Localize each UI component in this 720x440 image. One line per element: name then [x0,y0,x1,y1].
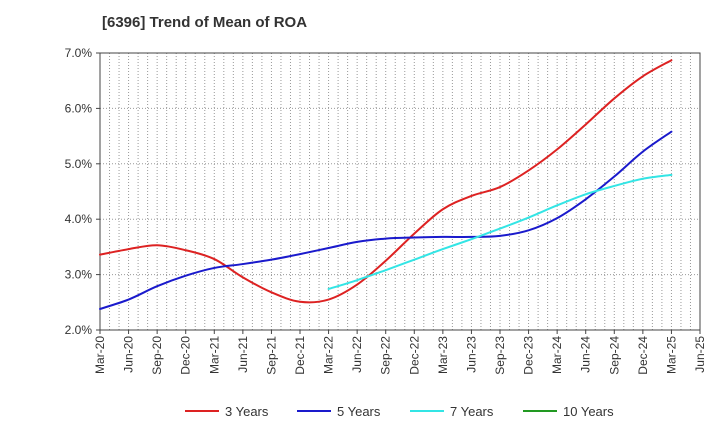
x-tick-label: Jun-21 [236,336,250,373]
series-line-2 [327,173,673,290]
legend-label-2: 7 Years [450,404,494,419]
legend-label-3: 10 Years [563,404,614,419]
legend-label-1: 5 Years [337,404,381,419]
x-tick-label: Jun-23 [464,336,478,373]
x-tick-label: Sep-22 [379,336,393,375]
x-tick-label: Dec-22 [407,336,421,375]
x-tick-label: Mar-23 [436,336,450,374]
x-tick-label: Mar-21 [207,336,221,374]
legend: 3 Years 5 Years 7 Years 10 Years [185,404,614,419]
x-tick-label: Dec-20 [179,336,193,375]
y-tick-label: 6.0% [65,101,93,115]
x-tick-label: Mar-22 [322,336,336,374]
series-line-1 [99,130,673,310]
x-tick-label: Sep-23 [493,336,507,375]
x-tick-label: Dec-21 [293,336,307,375]
y-tick-label: 4.0% [65,212,93,226]
y-tick-label: 2.0% [65,323,93,337]
x-tick-label: Jun-20 [122,336,136,373]
series-line-0 [99,59,673,304]
y-tick-label: 5.0% [65,157,93,171]
plot-border [99,52,701,331]
axis-layer: 2.0% 3.0% 4.0% 5.0% 6.0% 7.0% Mar-20 Jun-20 Sep-… [65,46,707,375]
x-tick-label: Mar-24 [550,336,564,374]
x-tick-label: Jun-25 [693,336,707,373]
x-tick-label: Jun-24 [579,336,593,373]
x-tick-label: Sep-21 [264,336,278,375]
x-tick-label: Mar-20 [93,336,107,374]
x-tick-label: Dec-24 [636,336,650,375]
x-tick-label: Sep-20 [150,336,164,375]
chart-title: [6396] Trend of Mean of ROA [102,14,308,31]
plot-area [100,53,700,330]
x-tick-label: Jun-22 [350,336,364,373]
legend-label-0: 3 Years [225,404,269,419]
x-tick-label: Mar-25 [664,336,678,374]
series-layer [99,59,673,310]
x-tick-label: Dec-23 [522,336,536,375]
y-tick-label: 7.0% [65,46,93,60]
y-tick-label: 3.0% [65,268,93,282]
x-tick-label: Sep-24 [607,336,621,375]
grid-layer [100,53,700,330]
